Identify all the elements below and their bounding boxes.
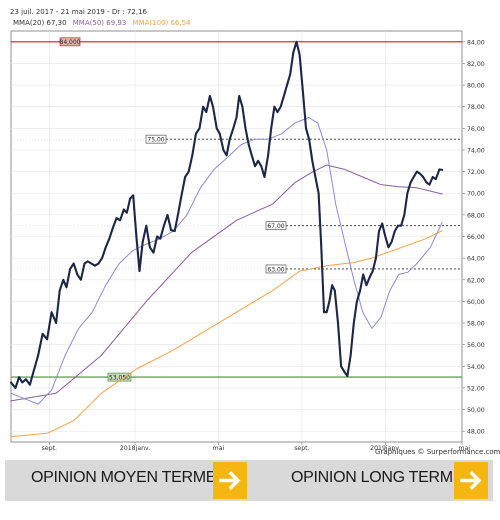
y-tick-label: 62,00: [467, 277, 485, 284]
level-label: 67,00: [267, 223, 284, 230]
y-tick-label: 58,00: [467, 321, 485, 328]
level-label-box: [59, 37, 81, 47]
y-tick-label: 78,00: [467, 104, 485, 111]
level-label: 84,000: [60, 39, 81, 46]
x-tick-label: 2019janv.: [370, 445, 400, 452]
chart-series: [9, 40, 444, 438]
legend-mma100-value: 66,54: [170, 19, 191, 27]
moving-average-legend: MMA(20) 67,30 MMA(50) 69,93 MMA(100) 66,…: [13, 19, 191, 27]
x-tick-label: 2018janv.: [120, 445, 150, 452]
price-levels: 84,000 75,00 67,00 63,00 53,050: [11, 37, 462, 382]
y-tick-label: 52,00: [467, 385, 485, 392]
y-tick-label: 76,00: [467, 126, 485, 133]
y-tick-label: 48,00: [467, 429, 485, 436]
level-label-box: [265, 221, 287, 231]
legend-mma50-label: MMA(50): [72, 19, 105, 27]
opinion-mid-term-button[interactable]: [213, 462, 247, 499]
y-tick-label: 66,00: [467, 234, 485, 241]
series-mma20-line: [10, 117, 443, 405]
y-tick-label: 54,00: [467, 364, 485, 371]
legend-mma20-value: 67,30: [46, 19, 67, 27]
opinion-long-term-label[interactable]: OPINION LONG TERME: [291, 469, 464, 486]
opinion-mid-term-label[interactable]: OPINION MOYEN TERME: [31, 469, 217, 486]
y-tick-label: 70,00: [467, 191, 485, 198]
y-tick-label: 80,00: [467, 83, 485, 90]
y-tick-label: 84,00: [467, 39, 485, 46]
arrow-right-icon: [219, 471, 241, 490]
opinion-bar: [5, 460, 493, 501]
series-price-line: [9, 40, 444, 389]
series-mma100-line: [10, 230, 443, 438]
level-label-box: [145, 134, 167, 144]
level-label: 63,00: [267, 266, 284, 273]
x-tick-label: mai: [458, 445, 470, 452]
level-label: 53,050: [109, 375, 130, 382]
x-tick-label: sept.: [42, 445, 57, 452]
date-range-label: 23 juil. 2017 - 21 mai 2019 - Dr : 72,16: [10, 8, 147, 16]
level-label: 75,00: [147, 137, 164, 144]
y-tick-label: 64,00: [467, 256, 485, 263]
x-tick-label: mai: [213, 445, 225, 452]
series-mma50-line: [10, 164, 443, 402]
y-tick-label: 72,00: [467, 169, 485, 176]
legend-mma20-label: MMA(20): [13, 19, 45, 27]
y-tick-label: 56,00: [467, 342, 485, 349]
y-tick-label: 74,00: [467, 147, 485, 154]
arrow-right-icon: [460, 471, 482, 490]
level-label-box: [265, 264, 287, 274]
chart-axes: 48,00 50,00 52,00 54,00 56,00 58,00 60,00 62,00…: [42, 39, 485, 452]
legend-mma100-label: MMA(100): [132, 19, 169, 27]
y-tick-label: 82,00: [467, 61, 485, 68]
opinion-long-term-button[interactable]: [454, 462, 488, 499]
legend-mma50-value: 69,93: [106, 19, 127, 27]
chart-grid: [10, 30, 463, 443]
x-tick-label: sept.: [294, 445, 309, 452]
y-tick-label: 50,00: [467, 407, 485, 414]
y-tick-label: 60,00: [467, 299, 485, 306]
y-tick-label: 68,00: [467, 212, 485, 219]
chart-credit: Graphiques © Surperformance.com: [375, 448, 500, 456]
